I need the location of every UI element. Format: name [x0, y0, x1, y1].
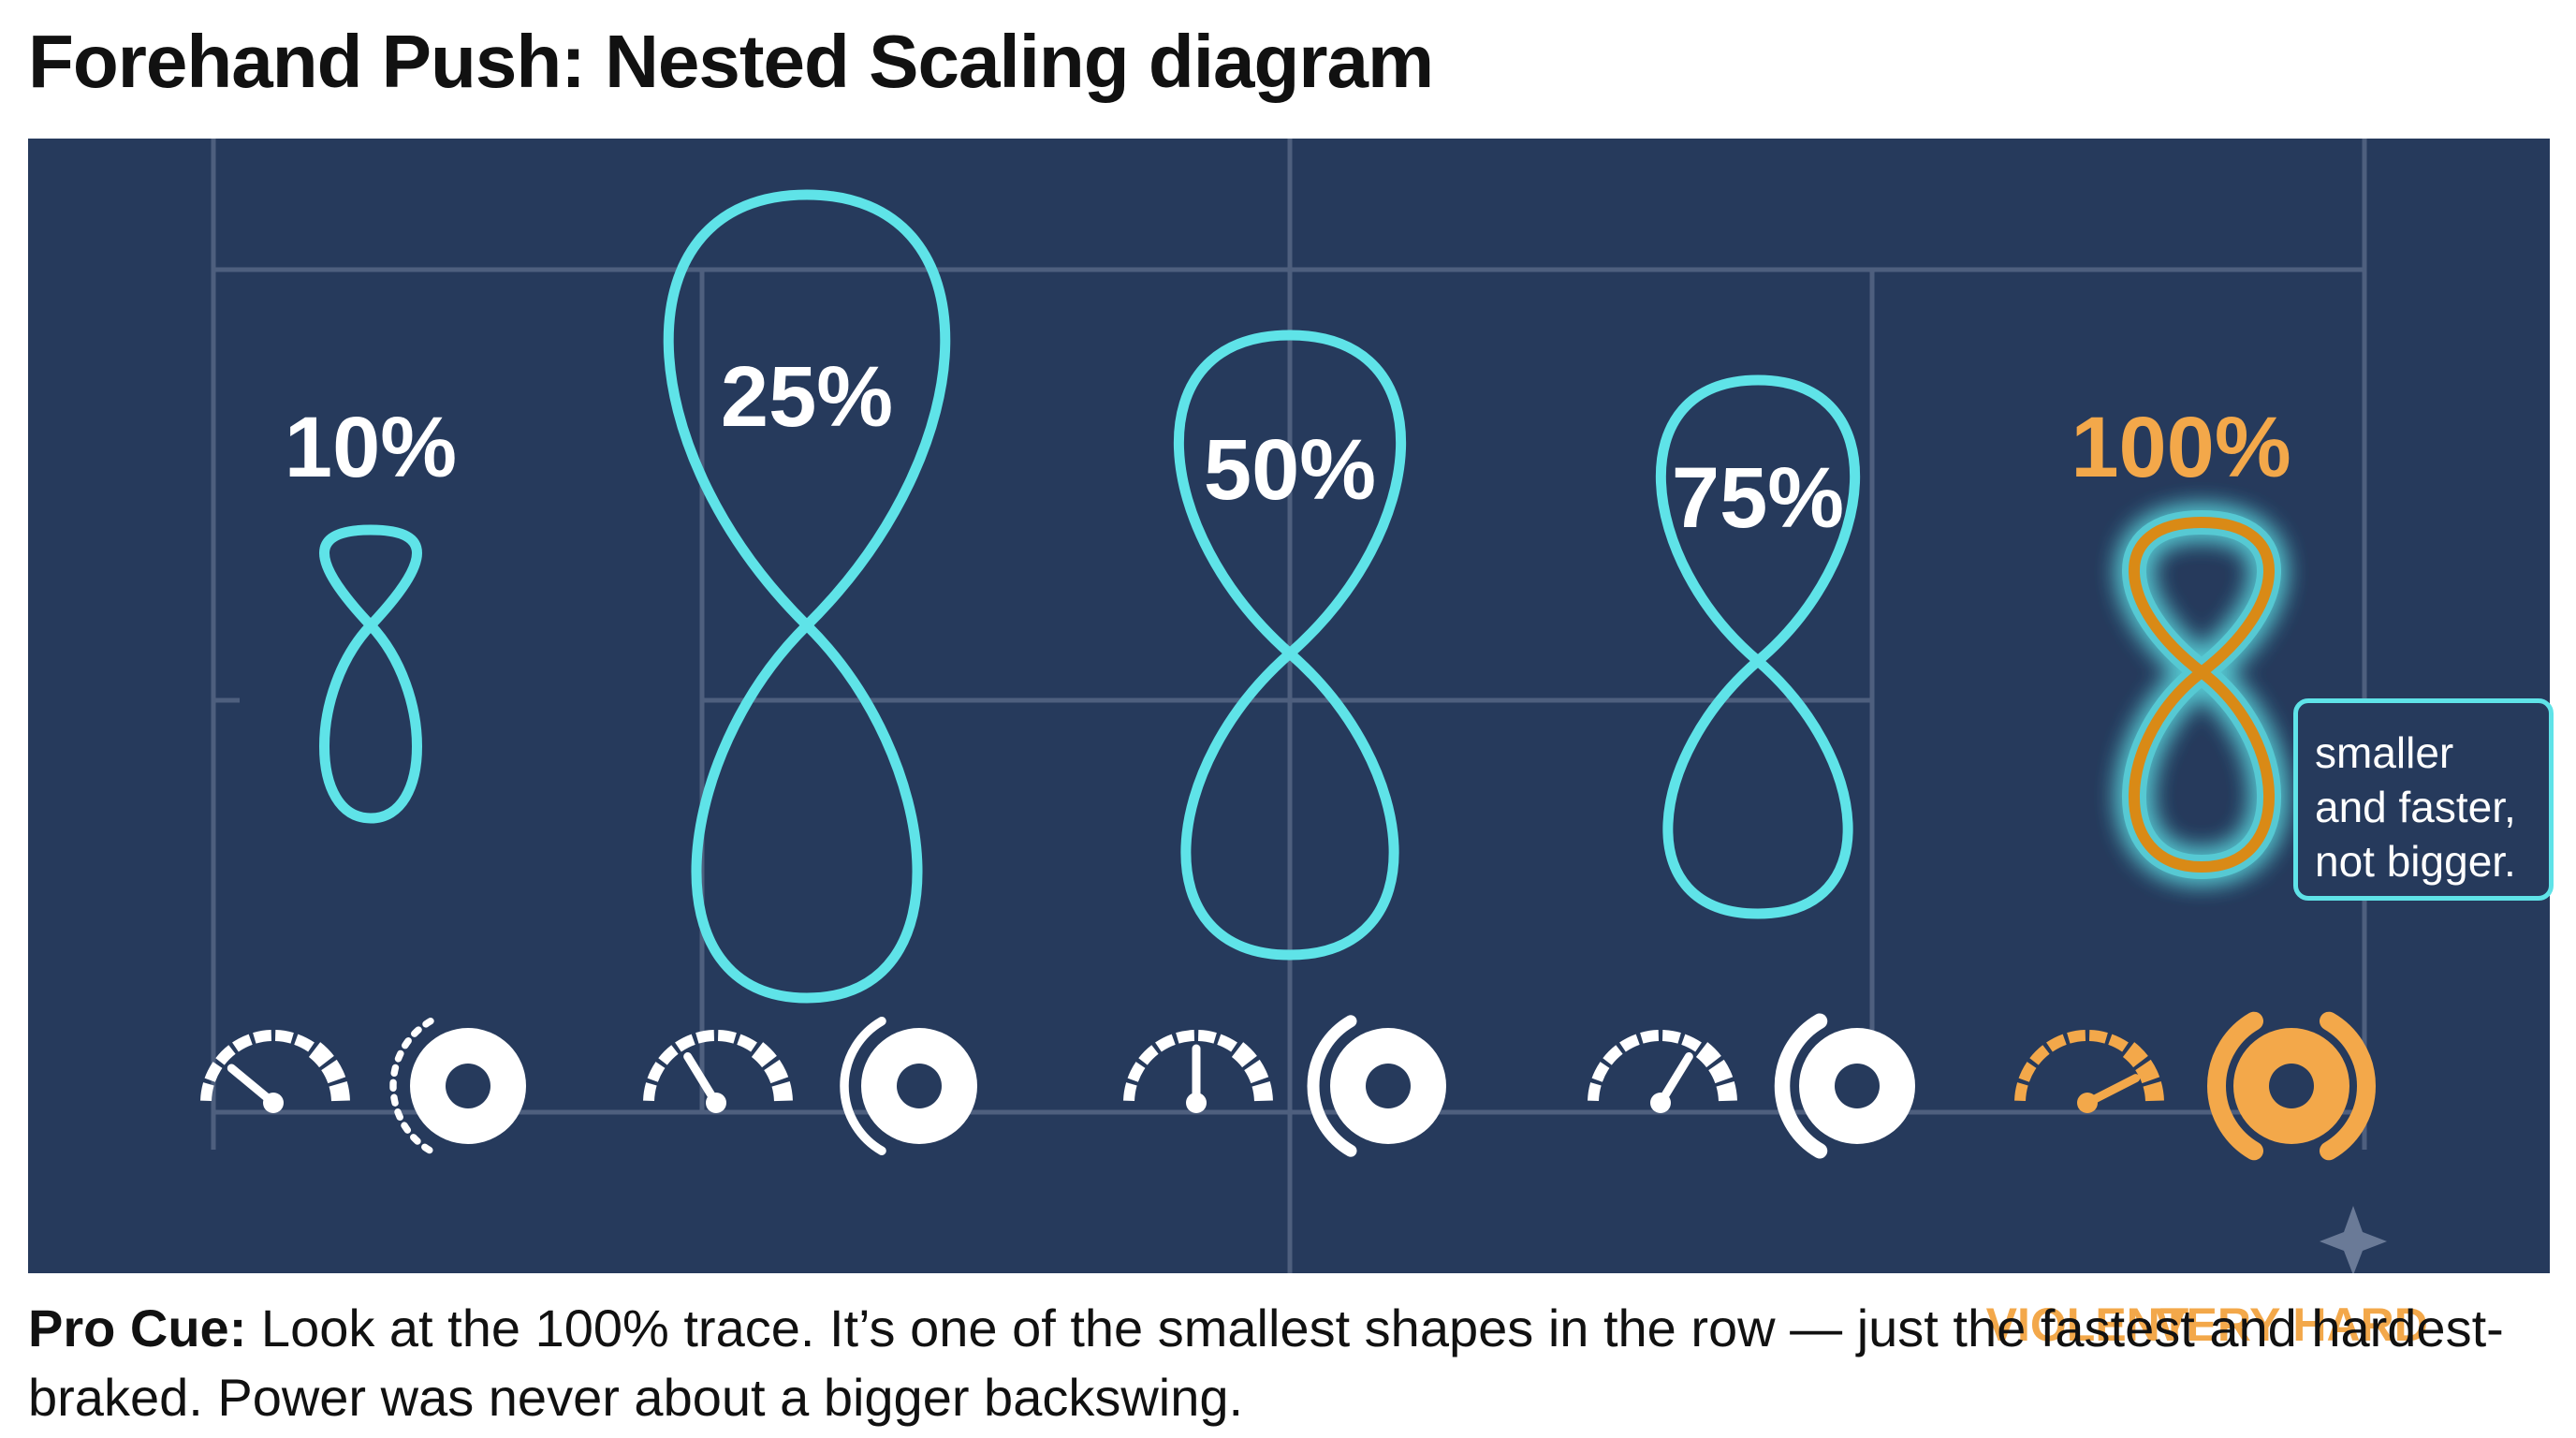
trace-100	[2129, 516, 2275, 873]
speed-label-10: SLOW	[203, 1299, 344, 1351]
percent-label-100: 100%	[2071, 400, 2291, 495]
brake-disc-icon	[389, 1018, 526, 1154]
speedometer-icon	[200, 1030, 350, 1113]
trace-75	[1655, 374, 1861, 919]
trace-50	[1174, 330, 1406, 961]
pro-cue-caption: Pro Cue: Look at the 100% trace. It’s on…	[28, 1294, 2537, 1432]
firmness-label-25: FIRM	[861, 1299, 977, 1351]
diagram-board: 10% 25% 50% 75% 100% SLOW SOFT MODERATE …	[28, 139, 2554, 1351]
speed-label-50: FAST	[1136, 1299, 1256, 1351]
trace-10	[319, 524, 422, 824]
speedometer-icon	[1123, 1030, 1273, 1113]
caption-lead: Pro Cue:	[28, 1299, 247, 1357]
firmness-label-100: VERY HARD	[2155, 1299, 2428, 1351]
trace-100-glow	[2122, 509, 2281, 880]
percent-label-10: 10%	[284, 400, 458, 495]
brake-disc-icon	[840, 1016, 977, 1156]
caption-text: Look at the 100% trace. It’s one of the …	[28, 1299, 2504, 1427]
speed-label-25: MODERATE	[583, 1299, 849, 1351]
brake-disc-icon	[1307, 1015, 1446, 1157]
traces	[319, 189, 1861, 1004]
court-lines	[211, 139, 2367, 1273]
page-title: Forehand Push: Nested Scaling diagram	[28, 20, 1434, 103]
firmness-label-75: HARDER	[1757, 1299, 1957, 1351]
diagram-canvas	[200, 139, 2430, 1273]
speedometer-icon	[643, 1030, 793, 1113]
icons-layer	[200, 1011, 2376, 1161]
speedometer-icon	[1588, 1030, 1737, 1113]
percent-label-25: 25%	[720, 349, 894, 445]
trace-25	[663, 189, 951, 1004]
sparkle-icon	[2320, 1206, 2387, 1273]
speedometer-icon	[2014, 1030, 2164, 1113]
callout-box: smaller and faster, not bigger.	[2293, 698, 2554, 901]
firmness-label-10: SOFT	[405, 1299, 531, 1351]
firmness-label-50: HARD	[1320, 1299, 1456, 1351]
percent-label-50: 50%	[1203, 422, 1377, 518]
speed-label-75: FASTER	[1568, 1299, 1753, 1351]
speed-label-100: VIOLENT	[1985, 1299, 2189, 1351]
percent-label-75: 75%	[1671, 450, 1845, 546]
trace-100-group	[2122, 509, 2281, 880]
brake-disc-icon	[2207, 1011, 2376, 1161]
brake-disc-icon	[1774, 1013, 1915, 1159]
